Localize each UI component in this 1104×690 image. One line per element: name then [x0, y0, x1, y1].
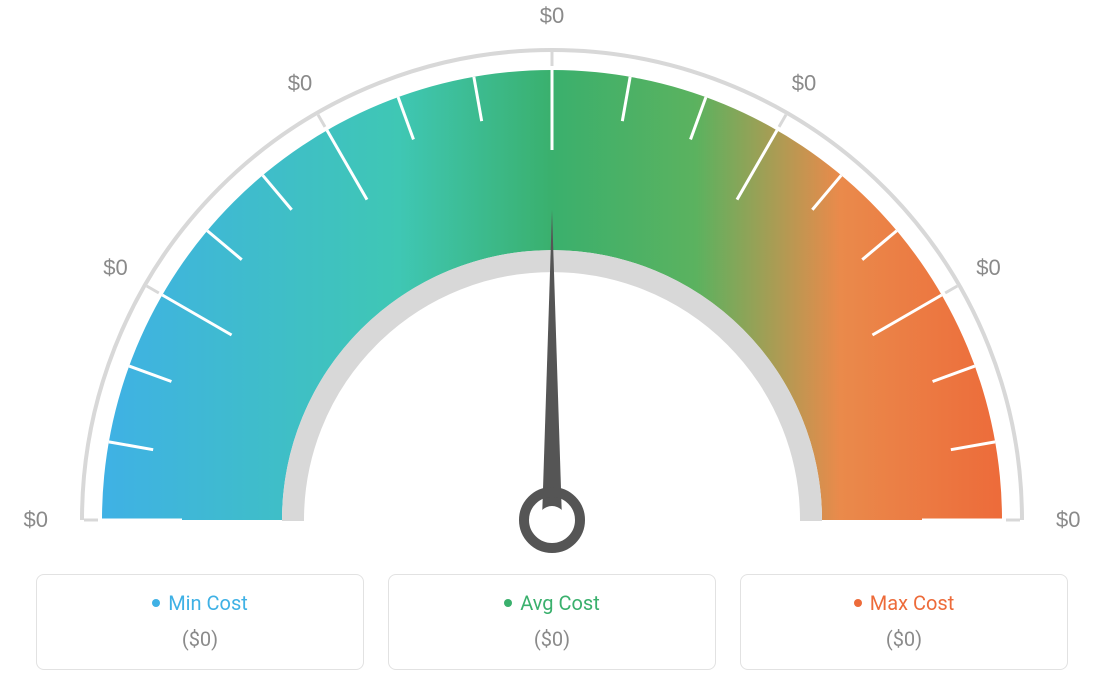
scale-label: $0 [288, 71, 312, 96]
scale-label: $0 [1056, 507, 1080, 532]
legend-value-max: ($0) [741, 627, 1067, 651]
scale-label: $0 [103, 255, 127, 280]
legend-card-avg: Avg Cost ($0) [388, 574, 716, 670]
legend-row: Min Cost ($0) Avg Cost ($0) Max Cost ($0… [36, 574, 1068, 670]
legend-title-avg: Avg Cost [504, 591, 600, 615]
legend-dot-avg [504, 599, 512, 607]
legend-card-min: Min Cost ($0) [36, 574, 364, 670]
legend-card-max: Max Cost ($0) [740, 574, 1068, 670]
legend-label-min: Min Cost [168, 591, 248, 615]
scale-label: $0 [792, 71, 816, 96]
scale-label: $0 [540, 3, 564, 28]
gauge-svg: $0 $0 $0 $0 $0 $0 $0 [0, 0, 1104, 560]
legend-dot-max [854, 599, 862, 607]
cost-gauge-widget: $0 $0 $0 $0 $0 $0 $0 Min Cost ($0) Avg Cost ($… [0, 0, 1104, 690]
legend-label-max: Max Cost [870, 591, 955, 615]
scale-label: $0 [24, 507, 48, 532]
legend-title-min: Min Cost [152, 591, 248, 615]
legend-label-avg: Avg Cost [520, 591, 600, 615]
gauge-chart: $0 $0 $0 $0 $0 $0 $0 [0, 0, 1104, 560]
legend-title-max: Max Cost [854, 591, 955, 615]
scale-label: $0 [976, 255, 1000, 280]
legend-dot-min [152, 599, 160, 607]
legend-value-avg: ($0) [389, 627, 715, 651]
legend-value-min: ($0) [37, 627, 363, 651]
